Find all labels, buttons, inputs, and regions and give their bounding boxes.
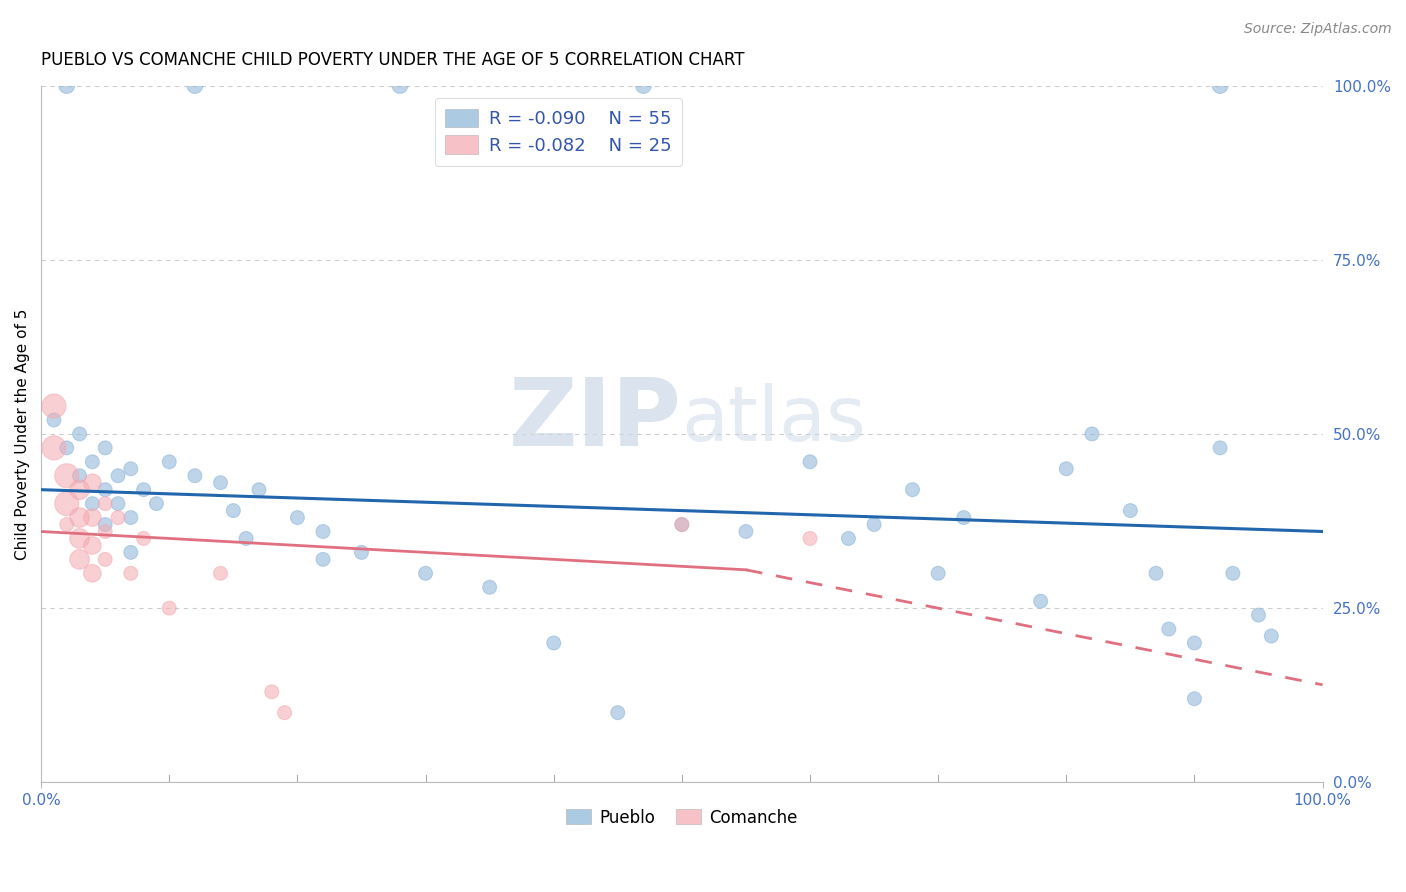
Point [260,685,283,699]
Point [1222,566,1244,581]
Point [837,532,859,546]
Point [799,532,821,546]
Point [1209,441,1232,455]
Point [82,538,104,552]
Point [1119,503,1142,517]
Point [184,78,207,93]
Point [388,78,411,93]
Point [69,532,91,546]
Point [1029,594,1052,608]
Point [606,706,628,720]
Point [1247,608,1270,623]
Point [350,545,373,559]
Text: Source: ZipAtlas.com: Source: ZipAtlas.com [1244,22,1392,37]
Point [120,545,142,559]
Y-axis label: Child Poverty Under the Age of 5: Child Poverty Under the Age of 5 [15,309,30,559]
Point [209,475,232,490]
Point [94,552,117,566]
Point [69,426,91,441]
Text: ZIP: ZIP [509,374,682,466]
Point [312,524,335,539]
Point [184,468,207,483]
Point [120,566,142,581]
Point [671,517,693,532]
Point [1081,426,1104,441]
Point [69,468,91,483]
Point [82,510,104,524]
Point [132,483,155,497]
Point [107,468,129,483]
Point [120,510,142,524]
Point [69,552,91,566]
Point [209,566,232,581]
Point [94,497,117,511]
Point [82,455,104,469]
Point [287,510,309,524]
Point [55,78,77,93]
Point [94,524,117,539]
Point [312,552,335,566]
Legend: Pueblo, Comanche: Pueblo, Comanche [560,802,804,833]
Point [69,483,91,497]
Point [799,455,821,469]
Point [55,517,77,532]
Point [1209,78,1232,93]
Point [82,475,104,490]
Point [901,483,924,497]
Point [1260,629,1282,643]
Point [107,510,129,524]
Point [543,636,565,650]
Point [145,497,167,511]
Point [69,510,91,524]
Point [94,517,117,532]
Point [1184,636,1206,650]
Point [82,497,104,511]
Point [107,497,129,511]
Point [55,468,77,483]
Point [235,532,257,546]
Point [82,566,104,581]
Point [42,413,65,427]
Point [1144,566,1167,581]
Point [478,580,501,594]
Point [273,706,295,720]
Point [927,566,949,581]
Point [735,524,758,539]
Point [633,78,655,93]
Point [952,510,974,524]
Point [415,566,437,581]
Point [94,441,117,455]
Point [1054,462,1077,476]
Point [94,483,117,497]
Point [671,517,693,532]
Point [222,503,245,517]
Point [42,399,65,413]
Point [55,497,77,511]
Text: PUEBLO VS COMANCHE CHILD POVERTY UNDER THE AGE OF 5 CORRELATION CHART: PUEBLO VS COMANCHE CHILD POVERTY UNDER T… [41,51,745,69]
Point [55,441,77,455]
Point [120,462,142,476]
Point [42,441,65,455]
Text: atlas: atlas [682,383,866,457]
Point [1157,622,1180,636]
Point [132,532,155,546]
Point [1184,691,1206,706]
Point [863,517,886,532]
Point [157,455,180,469]
Point [157,601,180,615]
Point [247,483,270,497]
